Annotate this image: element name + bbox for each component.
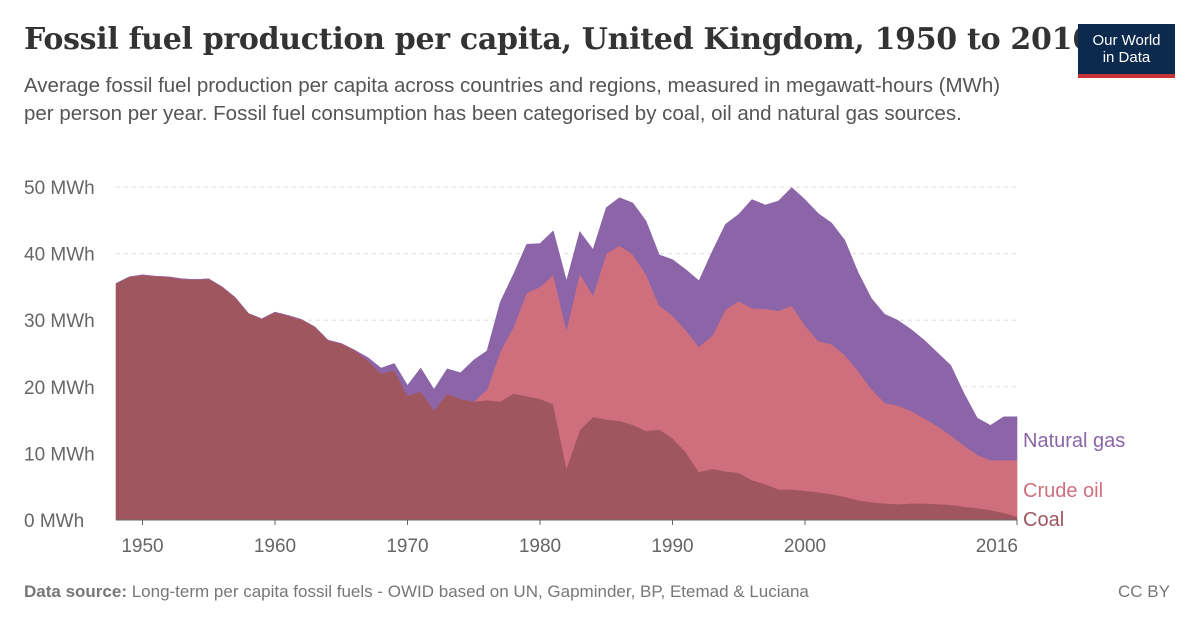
x-tick-label-2000: 2000	[784, 536, 826, 557]
x-tick-label-1950: 1950	[121, 536, 163, 557]
x-tick-label-1970: 1970	[386, 536, 428, 557]
series-label-natural-gas: Natural gas	[1023, 430, 1125, 452]
x-tick-label-2016: 2016	[976, 536, 1018, 557]
y-tick-label-0: 0 MWh	[24, 511, 84, 532]
license-link[interactable]: CC BY	[1118, 582, 1170, 601]
y-tick-label-30: 30 MWh	[24, 311, 95, 332]
y-tick-label-10: 10 MWh	[24, 444, 95, 465]
logo-line-2: in Data	[1102, 49, 1151, 66]
logo-line-1: Our World	[1092, 32, 1161, 49]
chart-subtitle: Average fossil fuel production per capit…	[24, 74, 1001, 125]
y-tick-label-50: 50 MWh	[24, 178, 95, 199]
owid-logo[interactable]: Our World in Data	[1078, 24, 1175, 78]
series-label-coal: Coal	[1023, 509, 1064, 531]
area-natural-gas	[115, 187, 1018, 461]
chart-title: Fossil fuel production per capita, Unite…	[24, 22, 1093, 57]
x-tick-label-1980: 1980	[519, 536, 561, 557]
y-tick-label-40: 40 MWh	[24, 245, 95, 266]
y-tick-label-20: 20 MWh	[24, 378, 95, 399]
x-tick-label-1990: 1990	[651, 536, 693, 557]
x-tick-label-1960: 1960	[254, 536, 296, 557]
data-source-footer: Data source: Long-term per capita fossil…	[24, 582, 809, 602]
series-label-crude-oil: Crude oil	[1023, 480, 1103, 502]
data-source-text: Long-term per capita fossil fuels - OWID…	[126, 582, 809, 601]
data-source-label: Data source:	[24, 582, 127, 601]
